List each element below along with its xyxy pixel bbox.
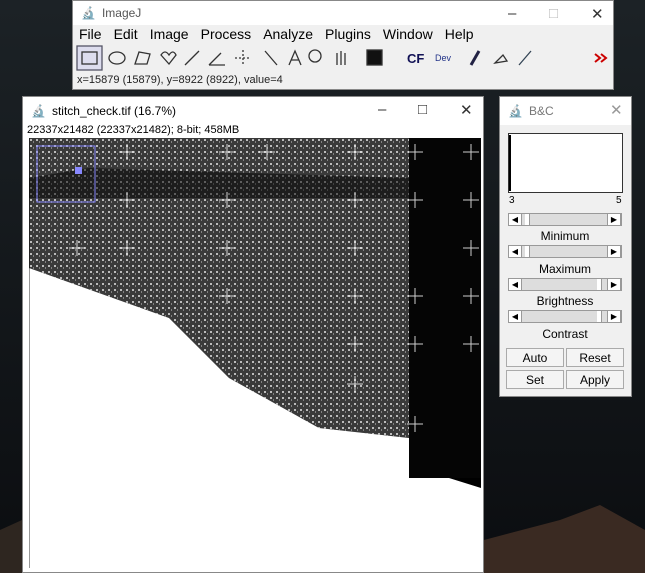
tool-hand[interactable] [337,51,345,65]
tool-text[interactable] [289,51,301,65]
close-button[interactable]: ✕ [591,5,604,23]
slider[interactable]: ◀▶ [508,278,622,291]
tool-brush[interactable] [471,51,479,65]
slider[interactable]: ◀▶ [508,245,622,258]
app-icon: 🔬 [31,104,46,118]
range-min: 3 [509,195,515,206]
menu-item[interactable]: Process [201,26,252,42]
window-title: B&C [529,104,554,118]
reset-button[interactable]: Reset [566,348,624,367]
menu-item[interactable]: Help [445,26,474,42]
tool-fill[interactable] [495,55,507,63]
bc-window: 🔬 B&C ✕ 3 5 ◀▶ Minimum ◀▶ Maximum ◀▶ Bri… [499,96,632,397]
tool-magnifier[interactable] [309,50,321,62]
title-bar: 🔬 stitch_check.tif (16.7%) – □ ✕ [23,97,483,125]
tool-oval[interactable] [109,52,125,64]
slider-label: Maximum [500,262,630,276]
app-icon: 🔬 [81,6,96,20]
tool-line[interactable] [185,51,199,65]
title-bar: 🔬 B&C ✕ [500,97,631,125]
menu-item[interactable]: Plugins [325,26,371,42]
image-info: 22337x21482 (22337x21482); 8-bit; 458MB [27,124,239,136]
screen: 🔬 ImageJ – □ ✕ File Edit Image Process Analy… [0,0,645,573]
histogram [508,133,623,193]
toolbar: CF Dev [75,45,613,72]
maximize-button[interactable]: □ [549,5,558,22]
window-title: stitch_check.tif (16.7%) [52,104,176,118]
minimize-button[interactable]: – [508,5,516,22]
apply-button[interactable]: Apply [566,370,624,389]
slider[interactable]: ◀▶ [508,310,622,323]
menu-item[interactable]: Window [383,26,433,42]
menu-item[interactable]: Image [150,26,189,42]
imagej-window: 🔬 ImageJ – □ ✕ File Edit Image Process Analy… [72,0,614,90]
minimize-button[interactable]: – [378,101,386,118]
menu-item[interactable]: File [79,26,102,42]
slider[interactable]: ◀▶ [508,213,622,226]
tool-point[interactable] [235,50,251,66]
toolbar-label[interactable]: Dev [435,53,452,63]
maximize-button[interactable]: □ [418,101,427,118]
window-title: ImageJ [102,6,141,20]
more-tools[interactable] [595,54,606,62]
menu-bar: File Edit Image Process Analyze Plugins Window… [79,26,486,44]
toolbar-label[interactable]: CF [407,51,424,66]
tool-angle[interactable] [209,53,225,65]
title-bar: 🔬 ImageJ – □ ✕ [73,1,613,25]
image-canvas[interactable] [29,138,481,568]
tool-arrow[interactable] [519,51,531,65]
close-button[interactable]: ✕ [610,101,623,119]
status-bar: x=15879 (15879), y=8922 (8922), value=4 [77,74,283,86]
set-button[interactable]: Set [506,370,564,389]
view-marker [75,167,82,174]
range-max: 5 [616,195,622,206]
image-window: 🔬 stitch_check.tif (16.7%) – □ ✕ 22337x2… [22,96,484,573]
menu-item[interactable]: Edit [114,26,138,42]
close-button[interactable]: ✕ [460,101,473,119]
slider-label: Brightness [500,294,630,308]
slider-label: Contrast [500,327,630,341]
menu-item[interactable]: Analyze [263,26,313,42]
app-icon: 🔬 [508,104,523,118]
tool-freehand[interactable] [161,52,176,64]
slider-label: Minimum [500,229,630,243]
tool-polygon[interactable] [135,52,150,64]
tool-wand[interactable] [265,51,277,65]
auto-button[interactable]: Auto [506,348,564,367]
tool-dropper[interactable] [367,50,382,65]
